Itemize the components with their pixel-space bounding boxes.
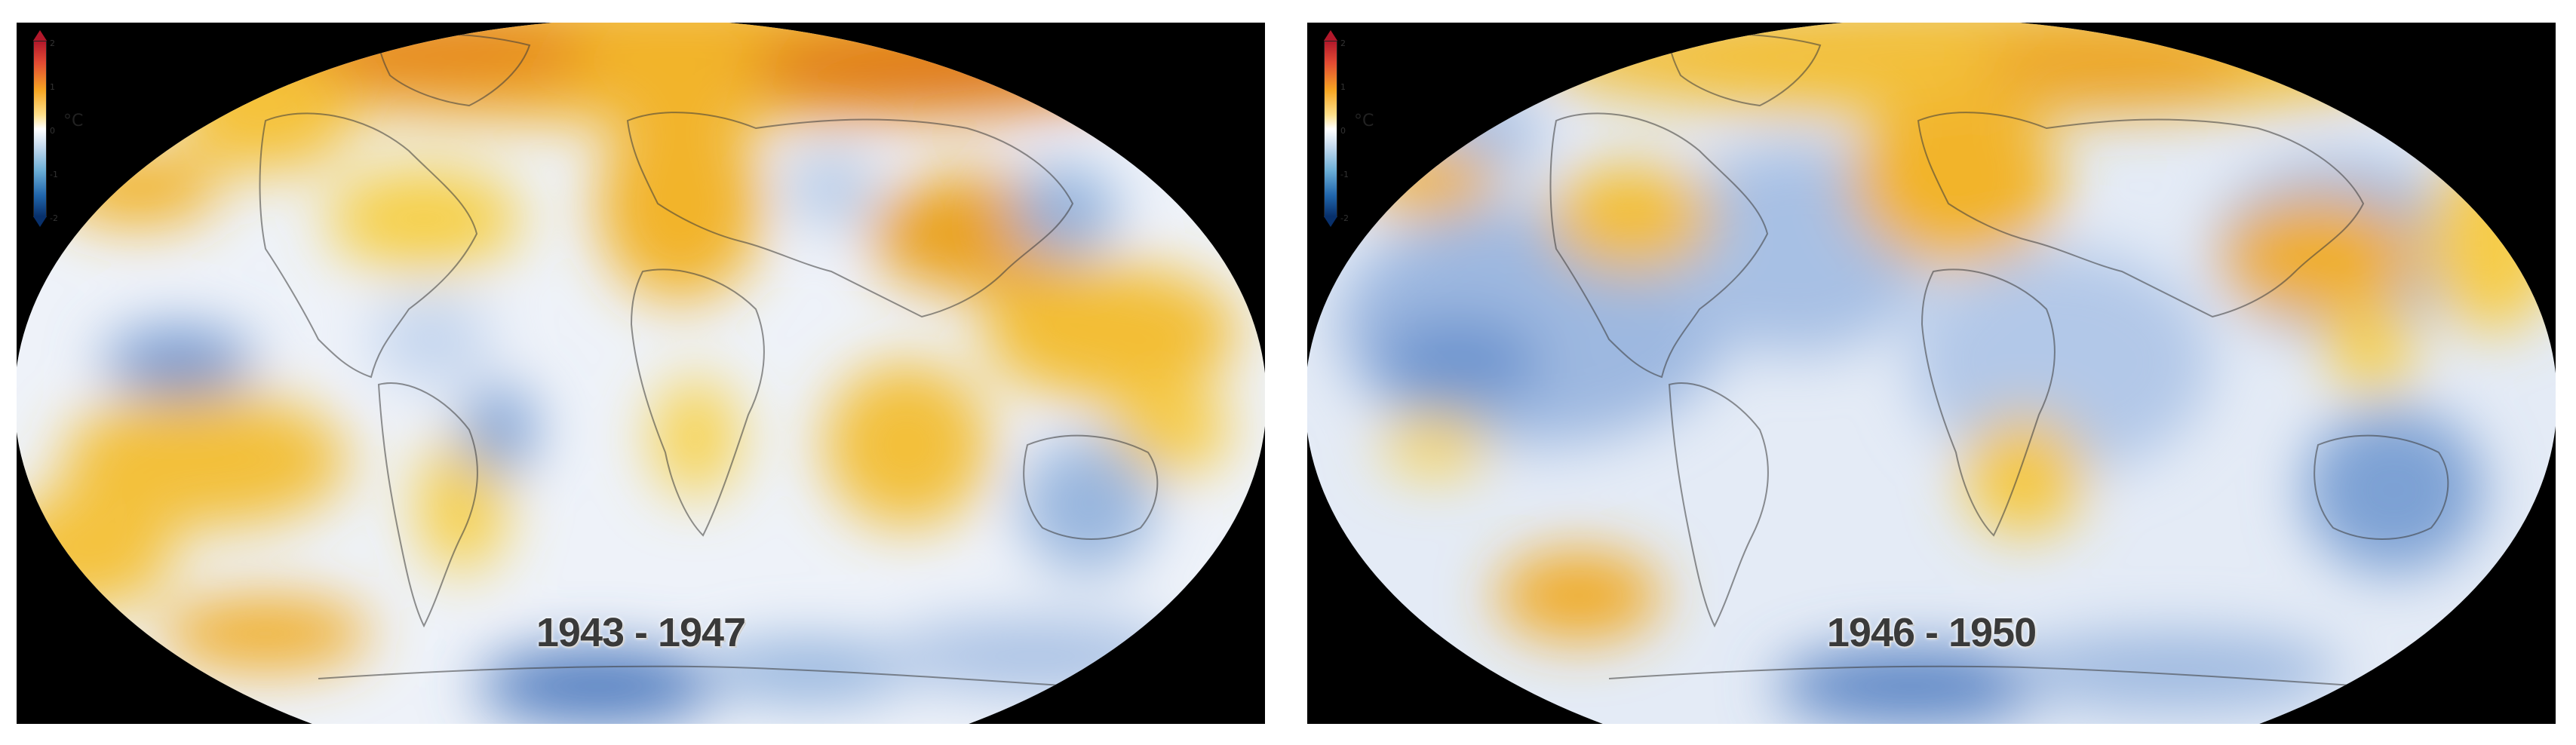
scale-tick: 2: [50, 38, 55, 48]
color-scale-bar: [33, 41, 47, 217]
scale-tick: 1: [50, 82, 55, 92]
scale-tick: -1: [1340, 170, 1349, 179]
color-scale-bar: [1324, 41, 1337, 217]
scale-min-arrow-icon: [1324, 216, 1337, 227]
temperature-anomaly-map-left: [17, 23, 1265, 724]
continent-outlines-right: [1549, 32, 2449, 687]
scale-unit-label: °C: [63, 112, 84, 130]
scale-tick: -1: [50, 170, 58, 179]
scale-max-arrow-icon: [33, 30, 47, 41]
scale-tick: 0: [1340, 126, 1346, 136]
scale-tick: 2: [1340, 38, 1346, 48]
scale-tick: 0: [50, 126, 55, 136]
color-scale-legend-left: 2 1 0 -1 -2 °C: [26, 30, 101, 234]
scale-tick: 1: [1340, 82, 1346, 92]
period-label-right: 1946 - 1950: [1826, 610, 2037, 655]
scale-min-arrow-icon: [33, 216, 47, 227]
scale-unit-label: °C: [1354, 112, 1374, 130]
scale-max-arrow-icon: [1324, 30, 1337, 41]
map-panel-right: 2 1 0 -1 -2 °C 1946 - 1950: [1307, 23, 2556, 724]
period-label-left: 1943 - 1947: [536, 610, 746, 655]
scale-tick: -2: [50, 213, 58, 223]
map-panel-left: 2 1 0 -1 -2 °C 1943 - 1947: [17, 23, 1265, 724]
continent-outlines-left: [259, 32, 1159, 687]
color-scale-legend-right: 2 1 0 -1 -2 °C: [1316, 30, 1392, 234]
temperature-anomaly-map-right: [1307, 23, 2556, 724]
scale-tick: -2: [1340, 213, 1349, 223]
